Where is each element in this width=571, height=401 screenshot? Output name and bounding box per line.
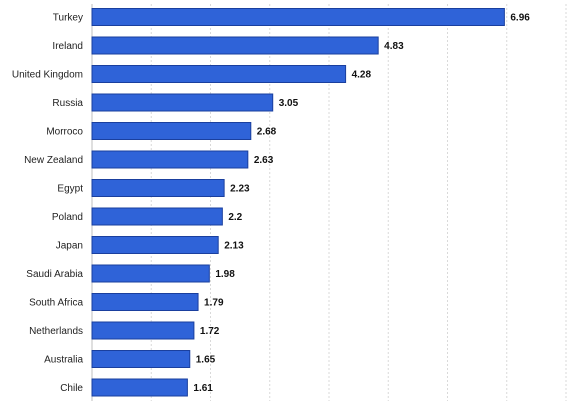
value-label: 1.65 [196, 355, 216, 366]
bar [91, 93, 274, 112]
value-label: 1.79 [204, 298, 224, 309]
value-label: 2.63 [254, 155, 274, 166]
category-label: South Africa [29, 298, 83, 309]
value-label: 6.96 [510, 13, 530, 24]
value-label: 2.68 [257, 127, 277, 138]
value-labels: 6.96 4.83 4.28 3.05 2.68 2.63 2.23 2.2 2.13 1.98 1… [193, 13, 530, 395]
bar [91, 207, 223, 226]
bar [91, 36, 379, 55]
category-label: Netherlands [29, 326, 83, 337]
bar [91, 264, 210, 283]
category-label: Russia [52, 98, 83, 109]
value-label: 1.98 [215, 269, 235, 280]
bar [91, 65, 347, 83]
category-label: Poland [52, 212, 83, 223]
category-label: Chile [60, 383, 83, 394]
bar [91, 293, 199, 311]
bar [91, 236, 219, 254]
value-label: 3.05 [279, 98, 299, 109]
value-label: 2.23 [230, 184, 250, 195]
bar [91, 179, 225, 197]
bar [91, 378, 188, 397]
category-label: Turkey [53, 13, 83, 24]
category-label: Egypt [57, 184, 83, 195]
bar [91, 321, 195, 340]
value-label: 2.13 [224, 241, 244, 252]
value-label: 2.2 [228, 212, 242, 223]
grid-lines [91, 4, 567, 401]
category-labels: Turkey Ireland United Kingdom Russia Morroco… [12, 13, 84, 395]
bar [91, 8, 505, 26]
category-label: Saudi Arabia [26, 269, 83, 280]
value-label: 1.72 [200, 326, 220, 337]
category-label: New Zealand [24, 155, 83, 166]
value-label: 4.28 [352, 70, 372, 81]
value-label: 4.83 [384, 41, 404, 52]
category-label: Japan [56, 241, 83, 252]
value-label: 1.61 [193, 383, 213, 394]
category-label: Australia [44, 355, 83, 366]
bars-group [91, 8, 505, 397]
category-label: Morroco [46, 127, 83, 138]
category-label: United Kingdom [12, 70, 83, 81]
bar [91, 150, 249, 169]
category-label: Ireland [52, 41, 83, 52]
bar [91, 122, 252, 140]
bar [91, 350, 191, 368]
